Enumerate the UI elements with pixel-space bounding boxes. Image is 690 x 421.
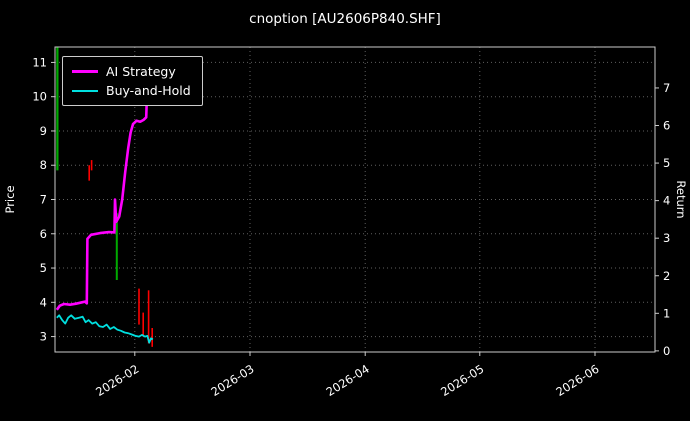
chart-title: cnoption [AU2606P840.SHF] [249, 11, 441, 27]
y-tick-label-left: 9 [40, 124, 47, 138]
y-tick-label-left: 11 [32, 55, 47, 69]
legend-item: Buy-and-Hold [72, 81, 191, 100]
right-axis-label: Return [674, 180, 688, 218]
x-tick-label: 2026-05 [438, 362, 486, 399]
y-tick-label-right: 5 [663, 156, 670, 170]
y-tick-label-right: 4 [663, 194, 670, 208]
legend-line-swatch [72, 70, 98, 73]
x-tick-label: 2026-02 [93, 362, 141, 399]
y-tick-label-left: 3 [40, 330, 47, 344]
series-buy-and-hold [56, 314, 154, 344]
series-ai-strategy [55, 95, 154, 311]
y-tick-label-left: 5 [40, 261, 47, 275]
legend-label: Buy-and-Hold [106, 83, 191, 98]
left-axis-label: Price [3, 185, 17, 213]
y-tick-label-left: 7 [40, 193, 47, 207]
x-tick-label: 2026-04 [324, 362, 372, 399]
legend-item: AI Strategy [72, 62, 191, 81]
x-tick-label: 2026-06 [553, 362, 601, 399]
y-tick-label-left: 4 [40, 295, 47, 309]
y-tick-label-right: 6 [663, 119, 670, 133]
y-tick-label-right: 0 [663, 344, 670, 358]
x-tick-label: 2026-03 [208, 362, 256, 399]
y-tick-label-right: 3 [663, 231, 670, 245]
legend: AI Strategy Buy-and-Hold [62, 56, 203, 106]
y-tick-label-right: 2 [663, 269, 670, 283]
y-tick-label-left: 8 [40, 158, 47, 172]
y-tick-label-right: 7 [663, 81, 670, 95]
y-tick-label-left: 6 [40, 227, 47, 241]
legend-line-swatch [72, 89, 98, 92]
y-tick-label-left: 10 [32, 90, 47, 104]
y-tick-label-right: 1 [663, 306, 670, 320]
legend-label: AI Strategy [106, 64, 176, 79]
